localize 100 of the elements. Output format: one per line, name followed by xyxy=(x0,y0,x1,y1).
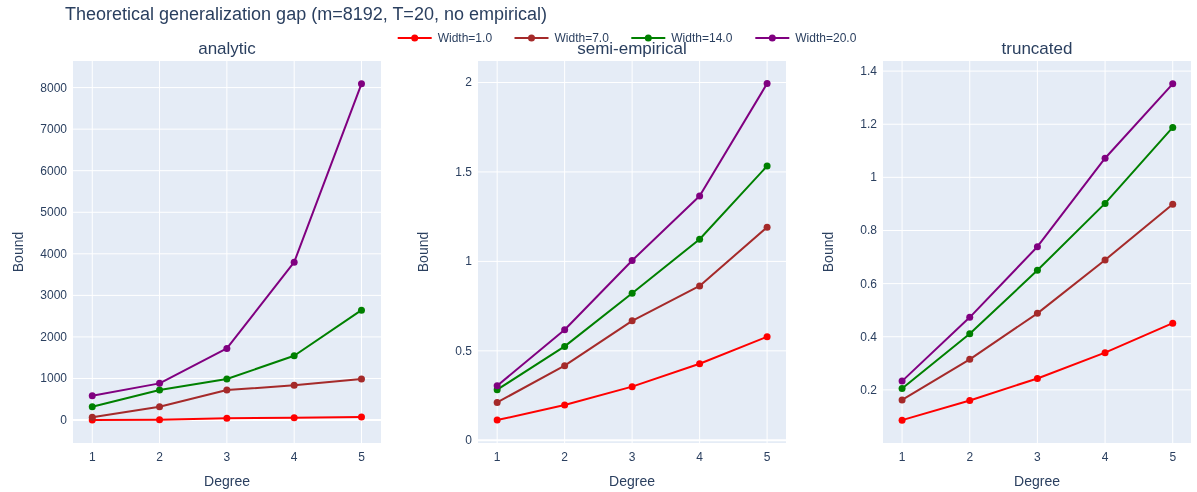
x-tick-label: 2 xyxy=(966,450,974,464)
point xyxy=(966,355,974,363)
point xyxy=(1169,319,1177,327)
point xyxy=(898,377,906,385)
y-tick-label: 1.5 xyxy=(455,164,473,179)
point xyxy=(898,396,906,404)
point xyxy=(1169,80,1177,88)
y-tick-label: 6000 xyxy=(40,163,68,178)
point xyxy=(357,375,365,383)
point xyxy=(696,282,704,290)
chart-title: analytic xyxy=(198,39,257,58)
point xyxy=(88,392,96,400)
x-tick-label: 3 xyxy=(223,450,231,464)
point xyxy=(1169,123,1177,131)
y-tick-label: 2000 xyxy=(40,329,68,344)
point xyxy=(561,342,569,350)
point xyxy=(696,192,704,200)
y-tick-label: 0 xyxy=(60,413,68,428)
x-tick-label: 4 xyxy=(290,450,298,464)
point xyxy=(357,413,365,421)
x-tick-label: 4 xyxy=(1101,450,1109,464)
x-tick-label: 3 xyxy=(628,450,636,464)
y-tick-label: 3000 xyxy=(40,288,68,303)
point xyxy=(156,403,164,411)
point xyxy=(156,386,164,394)
y-tick-label: 4000 xyxy=(40,246,68,261)
point xyxy=(696,235,704,243)
point xyxy=(1101,199,1109,207)
y-tick-label: 0.6 xyxy=(860,276,878,291)
point xyxy=(628,317,636,325)
point xyxy=(696,360,704,368)
point xyxy=(1169,200,1177,208)
point xyxy=(966,313,974,321)
text: Theoretical generalization gap (m=8192, T=20, no empirical) xyxy=(65,4,547,24)
point xyxy=(156,416,164,424)
x-tick-label: 2 xyxy=(561,450,569,464)
y-tick-label: 1.2 xyxy=(860,117,878,132)
x-tick-label: 5 xyxy=(358,450,366,464)
point xyxy=(290,414,298,422)
y-axis-title: Bound xyxy=(415,231,431,273)
point xyxy=(561,401,569,409)
point xyxy=(290,381,298,389)
x-axis-title: Degree xyxy=(204,473,251,489)
x-axis-title: Degree xyxy=(609,473,656,489)
x-tick-label: 2 xyxy=(156,450,164,464)
y-tick-label: 8000 xyxy=(40,80,68,95)
point xyxy=(88,403,96,411)
point xyxy=(223,344,231,352)
point xyxy=(290,352,298,360)
y-tick-label: 1000 xyxy=(40,371,68,386)
y-tick-label: 2 xyxy=(465,75,473,90)
point xyxy=(290,258,298,266)
point xyxy=(898,416,906,424)
point xyxy=(1033,243,1041,251)
point xyxy=(156,379,164,387)
point xyxy=(1101,256,1109,264)
chart-title: truncated xyxy=(1001,39,1073,58)
point xyxy=(763,80,771,88)
x-tick-label: 1 xyxy=(898,450,906,464)
y-tick-label: 0.4 xyxy=(860,329,878,344)
point xyxy=(628,289,636,297)
point xyxy=(561,326,569,334)
y-tick-label: 1 xyxy=(465,254,473,269)
point xyxy=(1033,309,1041,317)
point xyxy=(1033,266,1041,274)
y-tick-label: 1 xyxy=(870,170,878,185)
point xyxy=(1101,349,1109,357)
x-tick-label: 1 xyxy=(493,450,501,464)
point xyxy=(763,162,771,170)
y-axis-title: Bound xyxy=(820,231,836,273)
y-tick-label: 0.8 xyxy=(860,223,878,238)
y-tick-label: 7000 xyxy=(40,122,68,137)
legend-label: Width=20.0 xyxy=(795,31,857,45)
y-axis-title: Bound xyxy=(10,231,26,273)
x-tick-label: 4 xyxy=(696,450,704,464)
point xyxy=(357,80,365,88)
x-tick-label: 1 xyxy=(88,450,96,464)
point xyxy=(763,223,771,231)
point xyxy=(223,386,231,394)
y-tick-label: 0 xyxy=(465,433,473,448)
point xyxy=(966,397,974,404)
point xyxy=(1033,374,1041,382)
point xyxy=(628,383,636,391)
x-tick-label: 5 xyxy=(1169,450,1177,464)
point xyxy=(628,257,636,264)
x-axis-title: Degree xyxy=(1014,473,1061,489)
point xyxy=(1101,154,1109,162)
point xyxy=(493,416,501,424)
point xyxy=(357,306,365,314)
point xyxy=(493,382,501,390)
point xyxy=(966,330,974,338)
y-tick-label: 5000 xyxy=(40,205,68,220)
x-tick-label: 5 xyxy=(763,450,771,464)
x-tick-label: 3 xyxy=(1034,450,1042,464)
point xyxy=(223,414,231,422)
y-tick-label: 0.5 xyxy=(455,343,473,358)
point xyxy=(763,333,771,341)
legend-label: Width=1.0 xyxy=(437,31,493,45)
point xyxy=(223,375,231,383)
point xyxy=(493,398,501,406)
